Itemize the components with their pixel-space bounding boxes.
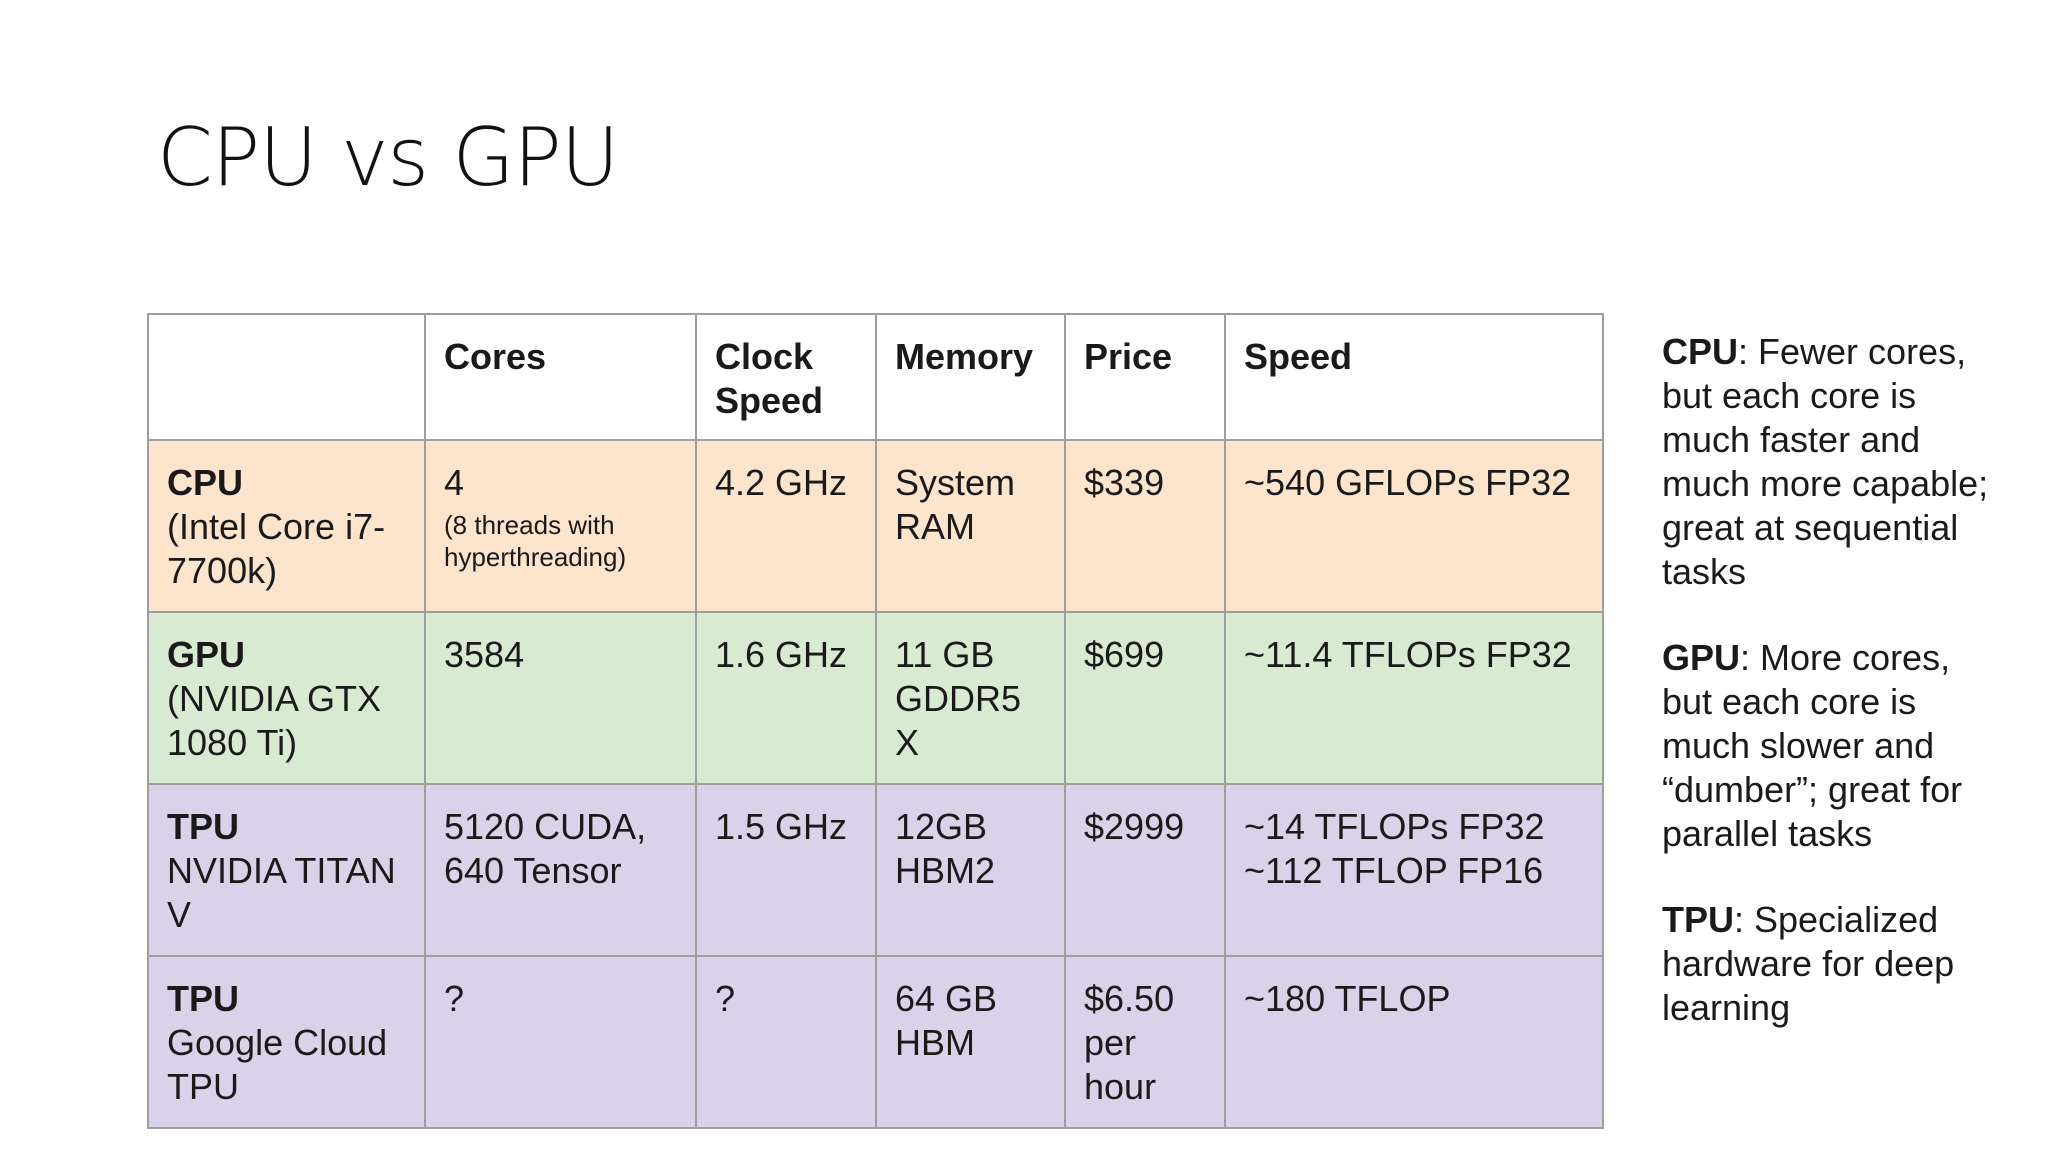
cell-memory: 11 GB GDDR5 X	[875, 611, 1066, 785]
speed-line: ~180 TFLOP	[1244, 978, 1451, 1019]
table-row-tpu-cloud: TPU Google Cloud TPU ? ? 64 GB HBM $6.50…	[147, 955, 1604, 1129]
cell-clock-speed: 1.6 GHz	[695, 611, 877, 785]
cell-memory: 12GB HBM2	[875, 783, 1066, 957]
cell-price: $6.50 per hour	[1064, 955, 1226, 1129]
cell-cores: 4 (8 threads with hyperthreading)	[424, 439, 697, 613]
note-cpu: CPU: Fewer cores, but each core is much …	[1662, 330, 2002, 594]
cell-speed: ~14 TFLOPs FP32 ~112 TFLOP FP16	[1224, 783, 1604, 957]
table-header-row: Cores Clock Speed Memory Price Speed	[147, 313, 1604, 441]
notes-panel: CPU: Fewer cores, but each core is much …	[1662, 330, 2002, 1072]
cell-cores: 5120 CUDA, 640 Tensor	[424, 783, 697, 957]
note-term: GPU	[1662, 637, 1741, 678]
cell-processor: TPU Google Cloud TPU	[147, 955, 426, 1129]
processor-desc: Google Cloud TPU	[167, 1022, 388, 1107]
header-empty	[147, 313, 426, 441]
speed-line: ~11.4 TFLOPs FP32	[1244, 634, 1572, 675]
cell-price: $339	[1064, 439, 1226, 613]
cell-clock-speed: 4.2 GHz	[695, 439, 877, 613]
cores-note: (8 threads with hyperthreading)	[444, 510, 627, 572]
cores-value: ?	[444, 978, 465, 1019]
cores-value: 4	[444, 462, 465, 503]
cores-value: 5120 CUDA, 640 Tensor	[444, 806, 647, 891]
note-text: : Fewer cores, but each core is much fas…	[1662, 331, 1989, 592]
cell-clock-speed: 1.5 GHz	[695, 783, 877, 957]
cell-price: $699	[1064, 611, 1226, 785]
cell-price: $2999	[1064, 783, 1226, 957]
processor-name: CPU	[167, 462, 244, 503]
comparison-table: Cores Clock Speed Memory Price Speed CPU…	[147, 313, 1604, 1129]
speed-line: ~14 TFLOPs FP32	[1244, 806, 1545, 847]
processor-desc: NVIDIA TITAN V	[167, 850, 396, 935]
table-row-cpu: CPU (Intel Core i7-7700k) 4 (8 threads w…	[147, 439, 1604, 613]
cell-cores: 3584	[424, 611, 697, 785]
processor-name: GPU	[167, 634, 246, 675]
cell-memory: System RAM	[875, 439, 1066, 613]
cell-speed: ~540 GFLOPs FP32	[1224, 439, 1604, 613]
header-speed: Speed	[1224, 313, 1604, 441]
header-clock-speed: Clock Speed	[695, 313, 877, 441]
table-row-tpu-titan: TPU NVIDIA TITAN V 5120 CUDA, 640 Tensor…	[147, 783, 1604, 957]
processor-name: TPU	[167, 978, 239, 1019]
note-gpu: GPU: More cores, but each core is much s…	[1662, 636, 2002, 856]
cell-cores: ?	[424, 955, 697, 1129]
header-cores: Cores	[424, 313, 697, 441]
speed-line: ~112 TFLOP FP16	[1244, 850, 1544, 891]
cell-processor: GPU (NVIDIA GTX 1080 Ti)	[147, 611, 426, 785]
speed-line: ~540 GFLOPs FP32	[1244, 462, 1572, 503]
note-tpu: TPU: Specialized hardware for deep learn…	[1662, 898, 2002, 1030]
note-term: CPU	[1662, 331, 1739, 372]
header-price: Price	[1064, 313, 1226, 441]
cell-memory: 64 GB HBM	[875, 955, 1066, 1129]
processor-desc: (NVIDIA GTX 1080 Ti)	[167, 678, 382, 763]
note-text: : More cores, but each core is much slow…	[1662, 637, 1963, 854]
slide-title: CPU vs GPU	[157, 111, 619, 204]
header-memory: Memory	[875, 313, 1066, 441]
cell-speed: ~11.4 TFLOPs FP32	[1224, 611, 1604, 785]
note-text: : Specialized hardware for deep learning	[1662, 899, 1955, 1028]
cell-processor: CPU (Intel Core i7-7700k)	[147, 439, 426, 613]
processor-name: TPU	[167, 806, 239, 847]
processor-desc: (Intel Core i7-7700k)	[167, 506, 386, 591]
cell-processor: TPU NVIDIA TITAN V	[147, 783, 426, 957]
note-term: TPU	[1662, 899, 1734, 940]
cell-speed: ~180 TFLOP	[1224, 955, 1604, 1129]
cell-clock-speed: ?	[695, 955, 877, 1129]
cores-value: 3584	[444, 634, 525, 675]
table-row-gpu: GPU (NVIDIA GTX 1080 Ti) 3584 1.6 GHz 11…	[147, 611, 1604, 785]
